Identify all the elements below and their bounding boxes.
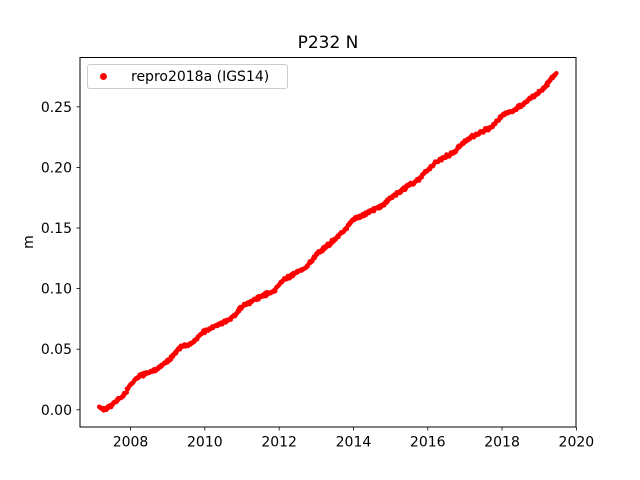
- y-tick-label: 0.00: [41, 403, 72, 419]
- x-tick-label: 2012: [261, 435, 297, 451]
- legend-dot-marker-icon: [100, 73, 107, 80]
- chart-title: P232 N: [297, 33, 359, 53]
- scatter-series: [97, 71, 559, 413]
- x-tick-label: 2016: [410, 435, 446, 451]
- data-point: [554, 71, 559, 76]
- data-point: [545, 83, 550, 88]
- y-tick-label: 0.20: [41, 160, 72, 176]
- y-axis-label: m: [21, 235, 37, 249]
- legend-label: repro2018a (IGS14): [131, 68, 270, 85]
- x-tick-label: 2010: [187, 435, 223, 451]
- legend: repro2018a (IGS14): [87, 64, 289, 89]
- y-tick-label: 0.15: [41, 221, 72, 237]
- y-tick-label: 0.25: [41, 100, 72, 116]
- axes-frame: [79, 57, 577, 428]
- y-tick-label: 0.10: [41, 282, 72, 298]
- y-tick-label: 0.05: [41, 342, 72, 358]
- x-tick-label: 2020: [559, 435, 595, 451]
- x-tick-label: 2018: [484, 435, 520, 451]
- x-tick-label: 2008: [113, 435, 149, 451]
- x-tick-label: 2014: [336, 435, 372, 451]
